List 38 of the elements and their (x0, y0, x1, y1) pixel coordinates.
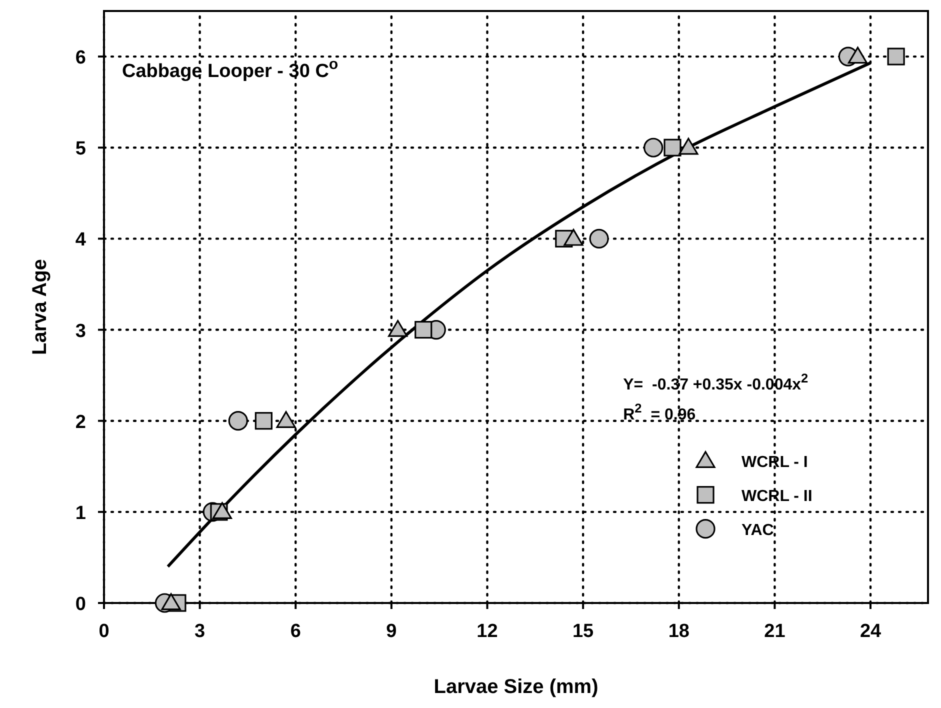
x-tick-label: 12 (476, 621, 498, 642)
point (212, 502, 232, 520)
y-axis-title: Larva Age (29, 259, 51, 355)
y-tick-label: 3 (75, 320, 86, 342)
x-tick-label: 15 (572, 621, 594, 642)
y-tick-label: 1 (75, 502, 86, 524)
point (254, 412, 272, 430)
y-tick-label: 0 (75, 594, 86, 615)
point (228, 411, 248, 431)
point (887, 48, 905, 66)
point (564, 228, 584, 246)
point (644, 138, 664, 158)
point (589, 228, 609, 248)
x-axis-title: Larvae Size (mm) (434, 676, 598, 698)
point (414, 320, 432, 339)
y-tick-label: 5 (75, 138, 86, 160)
x-tick-label: 18 (668, 621, 690, 642)
x-tick-label: 6 (290, 621, 301, 642)
x-tick-label: 24 (860, 621, 882, 642)
point (276, 411, 296, 428)
point (664, 138, 682, 156)
y-tick-label: 6 (75, 48, 86, 69)
y-tick-label: 4 (75, 230, 86, 251)
text: Cabbage Looper - 30 C$^{o}$ (122, 56, 338, 82)
y-tick-label: 2 (75, 412, 86, 433)
point (848, 46, 868, 64)
legend-label: YAC (742, 522, 774, 539)
point (388, 320, 408, 337)
x-tick-label: 3 (194, 621, 206, 642)
legend-label: WCRL - II (742, 488, 812, 505)
annotation: R$^{2}$ = 0.96 (623, 400, 696, 424)
point (161, 593, 181, 610)
x-tick-label: 21 (764, 621, 786, 642)
x-tick-label: 9 (386, 621, 397, 642)
annotation: Y= -0.37 +0.35x -0.004x$^{2}$ (623, 370, 808, 394)
x-tick-label: 0 (98, 621, 110, 642)
point (678, 138, 698, 155)
legend-label: WCRL - I (742, 454, 808, 471)
